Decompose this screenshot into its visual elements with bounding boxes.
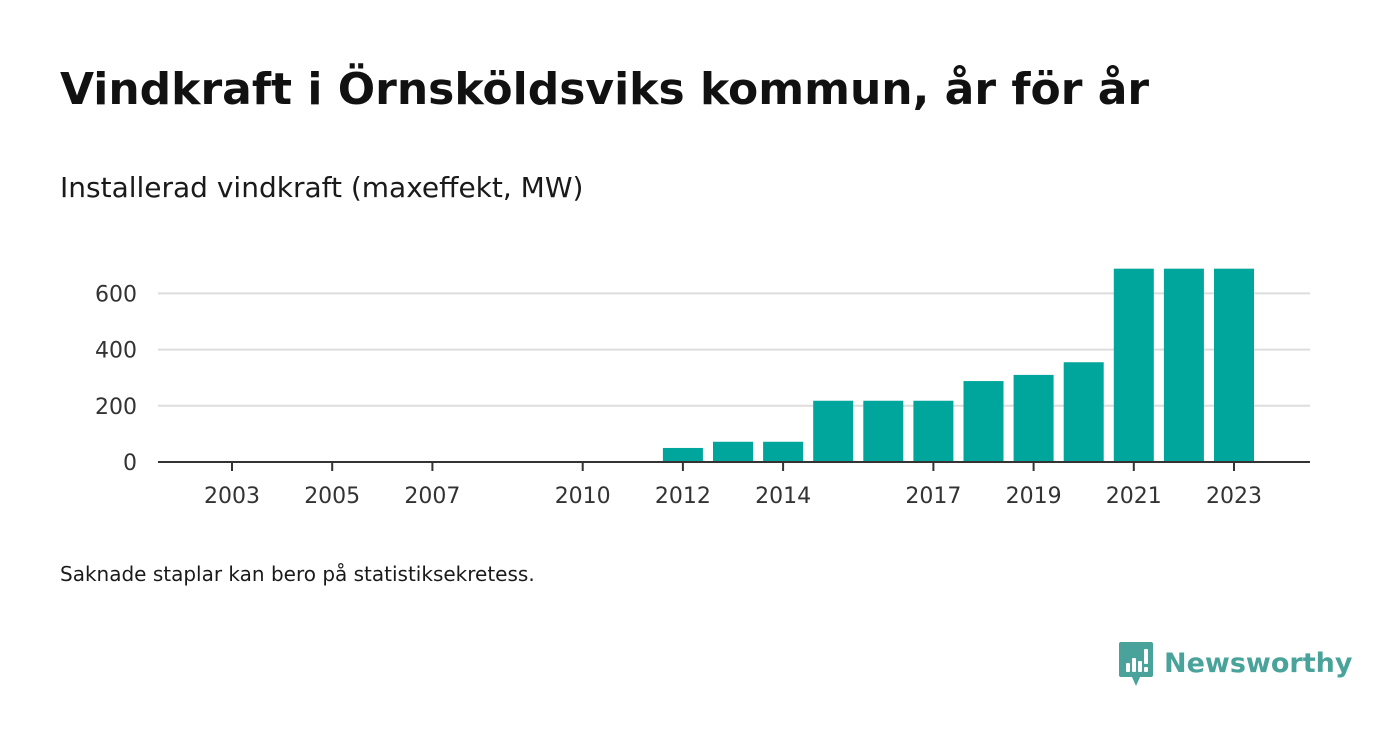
chart-subtitle: Installerad vindkraft (maxeffekt, MW)	[60, 171, 584, 204]
brand-logo: Newsworthy	[1118, 640, 1352, 688]
x-tick-label: 2023	[1206, 484, 1262, 509]
bar-2018	[963, 381, 1004, 462]
x-tick-label: 2012	[655, 484, 711, 509]
x-tick-label: 2010	[555, 484, 611, 509]
x-axis-ticks	[231, 462, 1235, 471]
bar-2017	[913, 400, 954, 462]
footnote: Saknade staplar kan bero på statistiksek…	[60, 562, 535, 586]
bar-2019	[1013, 374, 1054, 462]
newsworthy-logo-icon	[1119, 642, 1153, 686]
x-tick-label: 2003	[204, 484, 260, 509]
bar-2012	[662, 447, 703, 462]
bar-2015	[813, 400, 854, 462]
brand-name: Newsworthy	[1164, 648, 1353, 679]
y-tick-label: 400	[95, 339, 137, 364]
y-tick-label: 200	[95, 395, 137, 420]
x-tick-label: 2019	[1006, 484, 1062, 509]
x-tick-label: 2021	[1106, 484, 1162, 509]
x-tick-label: 2005	[304, 484, 360, 509]
x-tick-label: 2007	[404, 484, 460, 509]
x-tick-label: 2014	[755, 484, 811, 509]
bar-2020	[1063, 362, 1104, 462]
bars	[662, 268, 1254, 462]
bar-2023	[1214, 268, 1254, 462]
y-axis-labels: 0 200 400 600	[95, 282, 137, 476]
bar-2013	[713, 441, 753, 462]
bar-2021	[1113, 268, 1154, 462]
chart-title: Vindkraft i Örnsköldsviks kommun, år för…	[60, 64, 1150, 115]
bar-2014	[763, 441, 804, 462]
bar-2022	[1163, 268, 1204, 462]
y-tick-label: 0	[123, 451, 137, 476]
x-tick-label: 2017	[905, 484, 961, 509]
y-tick-label: 600	[95, 282, 137, 307]
bar-2016	[863, 400, 904, 462]
x-axis-labels: 2003 2005 2007 2010 2012 2014 2017 2019 2021 2023	[204, 484, 1262, 509]
